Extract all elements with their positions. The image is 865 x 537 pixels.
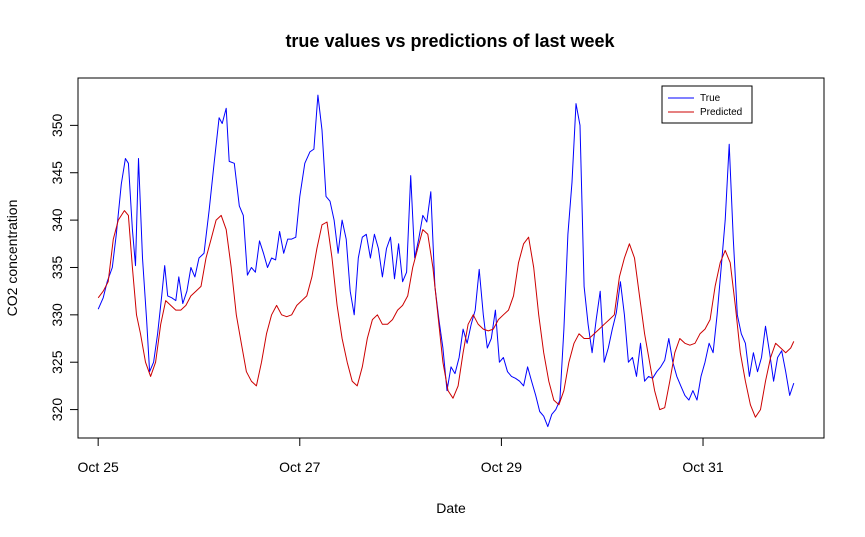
y-axis-label: CO2 concentration bbox=[4, 200, 20, 317]
x-axis: Oct 25 Oct 27 Oct 29 Oct 31 bbox=[78, 437, 724, 475]
y-tick-label: 345 bbox=[49, 161, 65, 185]
plot-frame bbox=[77, 77, 825, 439]
chart-title: true values vs predictions of last week bbox=[285, 31, 615, 51]
legend-label-true: True bbox=[700, 93, 721, 104]
y-tick-label: 330 bbox=[49, 303, 65, 327]
x-tick-label: Oct 25 bbox=[78, 459, 119, 475]
y-tick-label: 350 bbox=[49, 113, 65, 137]
legend: True Predicted bbox=[661, 85, 753, 124]
x-axis-label: Date bbox=[436, 500, 466, 516]
x-tick-label: Oct 27 bbox=[279, 459, 320, 475]
series-layer bbox=[97, 94, 795, 428]
series-line-predicted bbox=[97, 210, 795, 418]
y-axis: 320 325 330 335 340 345 350 bbox=[49, 113, 79, 422]
x-tick-label: Oct 29 bbox=[481, 459, 522, 475]
y-tick-label: 320 bbox=[49, 398, 65, 422]
y-tick-label: 340 bbox=[49, 208, 65, 232]
legend-label-predicted: Predicted bbox=[700, 107, 742, 118]
legend-box bbox=[661, 85, 753, 124]
x-tick-label: Oct 31 bbox=[682, 459, 723, 475]
y-tick-label: 335 bbox=[49, 256, 65, 280]
y-tick-label: 325 bbox=[49, 350, 65, 374]
series-line-true bbox=[97, 94, 795, 428]
